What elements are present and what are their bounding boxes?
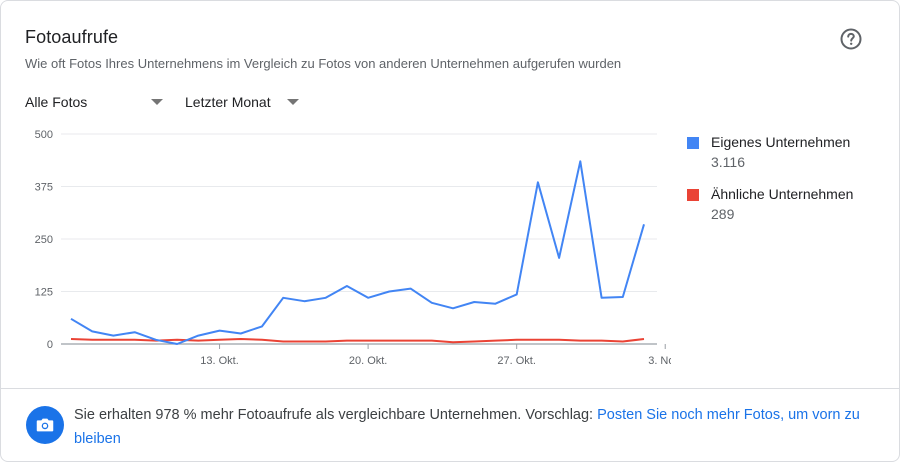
photo-type-dropdown[interactable]: Alle Fotos (25, 93, 165, 113)
help-circle-icon[interactable] (839, 27, 863, 51)
post-more-photos-link[interactable]: Posten Sie noch mehr Fotos, um vorn zu b… (74, 407, 860, 447)
photo-views-line-chart: 500 375 250 125 0 13. Okt. 20. Okt. 27. Okt. 3. … (35, 129, 671, 367)
y-tick-label: 375 (35, 182, 53, 194)
footer-message: Sie erhalten 978 % mehr Fotoaufrufe als … (74, 403, 884, 451)
photo-type-value: Alle Fotos (25, 94, 88, 110)
y-tick-label: 125 (35, 287, 53, 299)
x-tick-label: 27. Okt. (497, 355, 536, 367)
series-line-own-business (70, 160, 645, 345)
y-tick-label: 0 (47, 339, 53, 351)
x-tick-label: 3. Nov. (648, 355, 671, 367)
x-tick-label: 20. Okt. (349, 355, 388, 367)
legend-swatch (687, 189, 699, 201)
legend-series-name: Ähnliche Unternehmen (711, 186, 854, 202)
period-dropdown[interactable]: Letzter Monat (185, 93, 303, 113)
legend-series-total: 289 (711, 206, 735, 222)
y-tick-label: 250 (35, 234, 53, 246)
legend-series-name: Eigenes Unternehmen (711, 134, 851, 150)
caret-down-icon (151, 99, 163, 105)
caret-down-icon (287, 99, 299, 105)
card-subtitle: Wie oft Fotos Ihres Unternehmens im Verg… (25, 56, 622, 71)
footer-divider (1, 388, 899, 389)
camera-icon (26, 406, 64, 444)
period-value: Letzter Monat (185, 94, 271, 110)
legend-series-total: 3.116 (711, 154, 745, 170)
footer-suggestion-text: Sie erhalten 978 % mehr Fotoaufrufe als … (74, 407, 598, 423)
card-title: Fotoaufrufe (25, 27, 119, 47)
legend-swatch (687, 137, 699, 149)
y-tick-label: 500 (35, 129, 53, 141)
x-tick-label: 13. Okt. (200, 355, 239, 367)
series-line-similar-businesses (70, 338, 645, 344)
